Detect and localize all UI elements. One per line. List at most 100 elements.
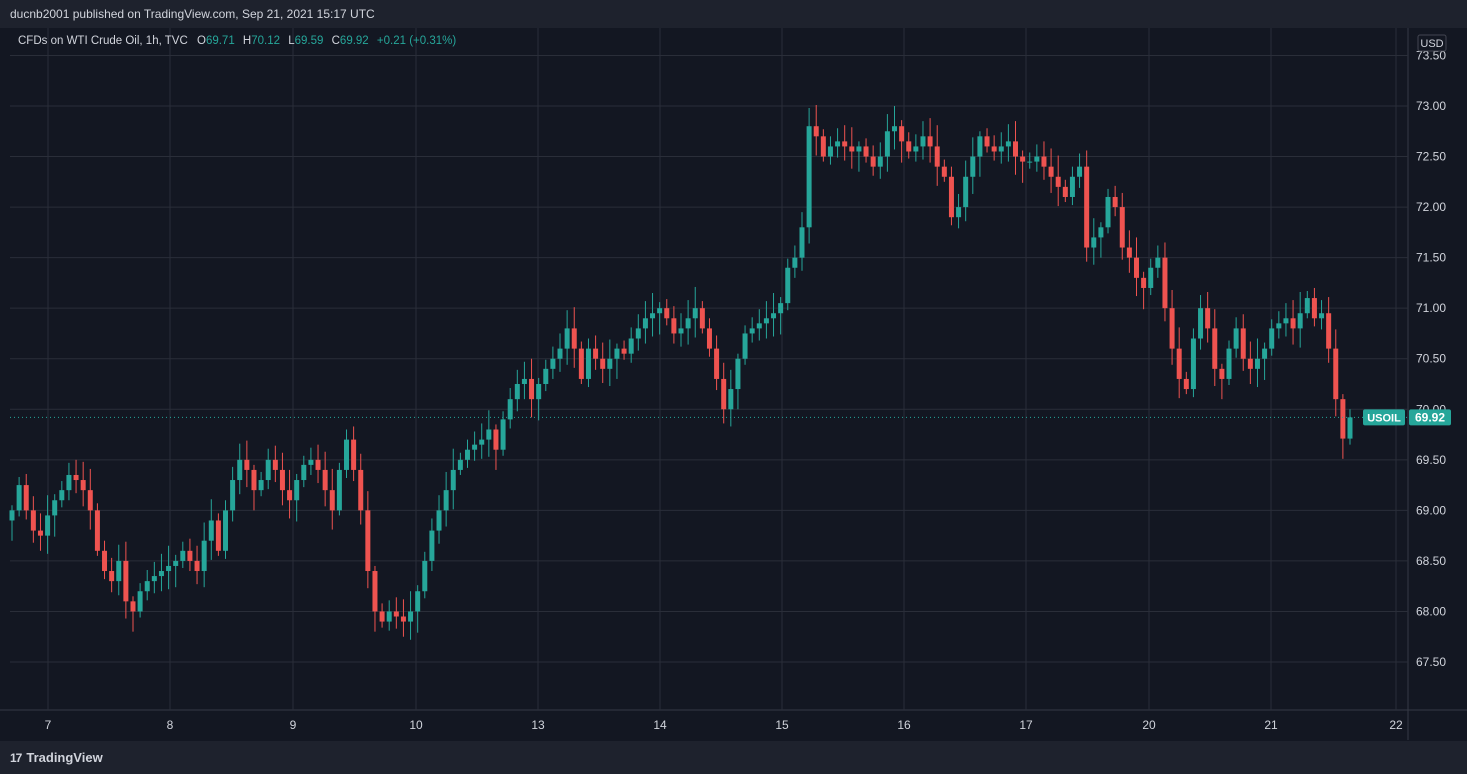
candle-body: [628, 338, 634, 354]
candle-body: [920, 136, 926, 147]
candle-body: [678, 328, 684, 334]
candle-body: [1219, 368, 1225, 379]
candle-body: [1311, 298, 1317, 319]
candle-body: [1304, 298, 1310, 314]
candle-body: [1333, 348, 1339, 400]
candle-body: [80, 480, 86, 491]
candle-body: [422, 560, 428, 592]
chart-legend: CFDs on WTI Crude Oil, 1h, TVC O69.71 H7…: [18, 35, 456, 47]
candle-body: [664, 308, 670, 319]
x-tick-label: 8: [167, 718, 174, 732]
candle-body: [1190, 338, 1196, 390]
candle-body: [977, 136, 983, 157]
candle-body: [1254, 358, 1260, 369]
candle-body: [1013, 141, 1018, 157]
candle-body: [443, 490, 449, 511]
candle-body: [984, 136, 990, 147]
candle-body: [1091, 237, 1097, 248]
candle-body: [1169, 308, 1175, 349]
candle-body: [379, 611, 385, 622]
candle-body: [1055, 176, 1061, 187]
candle-body: [849, 146, 855, 152]
candle-body: [123, 560, 129, 602]
candle-body: [1005, 141, 1011, 147]
candle-body: [500, 419, 506, 450]
candle-body: [1198, 308, 1204, 339]
candle-body: [258, 480, 264, 491]
candle-body: [294, 480, 300, 501]
candle-body: [265, 459, 271, 481]
candlestick-chart[interactable]: 67.5068.0068.5069.0069.5070.0070.5071.00…: [0, 28, 1467, 740]
legend-high: 70.12: [251, 35, 281, 47]
candle-body: [927, 136, 933, 147]
candle-body: [415, 591, 421, 612]
candle-body: [472, 444, 478, 450]
candle-body: [144, 581, 150, 592]
candle-body: [137, 591, 143, 612]
y-tick-label: 71.00: [1416, 301, 1446, 315]
candle-body: [913, 146, 919, 152]
publisher-bar: ducnb2001 published on TradingView.com, …: [0, 0, 1467, 28]
candle-body: [166, 565, 172, 572]
candle-body: [749, 328, 755, 334]
candle-body: [244, 459, 250, 470]
candle-body: [315, 459, 321, 470]
candle-body: [351, 439, 357, 470]
candle-body: [1233, 328, 1239, 349]
currency-box: [1417, 34, 1447, 52]
candle-body: [1027, 161, 1033, 163]
candle-body: [600, 358, 606, 369]
tradingview-brand: TradingView: [26, 750, 103, 765]
candle-body: [336, 469, 342, 511]
candle-body: [1034, 156, 1040, 162]
candle-body: [73, 474, 79, 481]
candle-body: [521, 378, 527, 384]
chart-area[interactable]: 67.50 68.00 68.50 69.00 69.50 70.00 70.50 71.00…: [0, 28, 1467, 740]
candle-body: [635, 328, 641, 339]
candle-body: [208, 520, 214, 541]
candle-body: [1262, 348, 1268, 359]
last-price-badge: [1409, 409, 1451, 426]
candle-body: [1020, 156, 1026, 162]
candle-body: [1240, 328, 1246, 359]
candle-body: [1283, 318, 1289, 324]
candle-body: [187, 550, 193, 561]
candle-body: [820, 136, 826, 157]
candle-body: [906, 141, 912, 152]
candle-body: [735, 358, 741, 390]
tradingview-logo[interactable]: 17 TradingView: [10, 750, 103, 765]
candle-body: [194, 560, 200, 572]
candle-body: [892, 126, 898, 132]
candle-body: [308, 459, 314, 465]
candle-body: [763, 318, 769, 324]
candle-body: [1112, 196, 1118, 208]
candle-body: [685, 318, 691, 329]
candle-body: [657, 308, 663, 314]
candle-body: [614, 348, 620, 359]
candle-body: [842, 141, 848, 147]
candle-body: [493, 429, 499, 450]
y-tick-label: 69.50: [1416, 453, 1446, 467]
candle-body: [756, 323, 762, 329]
candle-body: [963, 176, 969, 208]
candle-body: [642, 318, 648, 329]
legend-open-label: O: [196, 35, 206, 47]
candle-body: [1048, 166, 1054, 177]
legend-close: 69.92: [339, 35, 369, 47]
symbol-badge-label: USOIL: [1367, 412, 1401, 424]
candle-body: [479, 439, 485, 445]
candle-body: [877, 156, 883, 167]
candle-body: [116, 560, 122, 582]
candle-body: [66, 474, 72, 491]
y-tick-label: 70.50: [1416, 352, 1446, 366]
candle-body: [1183, 378, 1189, 390]
candle-body: [536, 384, 542, 400]
candle-body: [201, 540, 207, 572]
y-tick-label: 71.50: [1416, 251, 1446, 265]
candle-body: [1041, 156, 1047, 167]
candle-body: [621, 348, 627, 354]
candle-body: [1084, 166, 1090, 248]
legend-change: +0.21 (+0.31%): [376, 35, 457, 47]
legend-low: 69.59: [294, 35, 324, 47]
candle-body: [792, 257, 798, 268]
